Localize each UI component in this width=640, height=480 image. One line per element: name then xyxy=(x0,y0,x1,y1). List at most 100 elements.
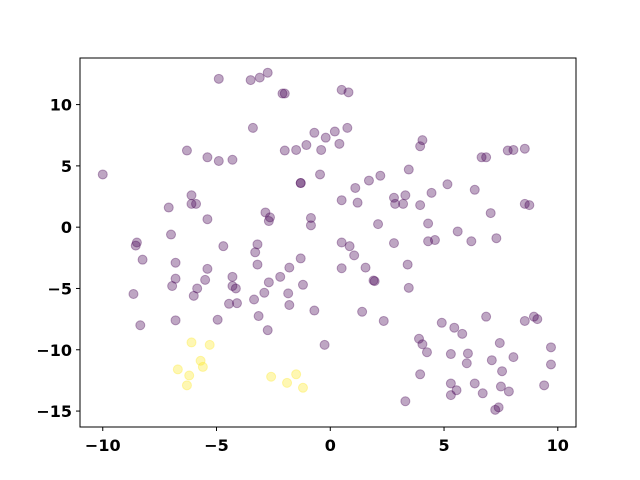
data-point xyxy=(403,164,414,175)
data-point xyxy=(245,75,256,86)
data-point xyxy=(519,143,530,154)
data-point xyxy=(202,263,213,274)
y-tick-label: −15 xyxy=(36,402,72,421)
data-point xyxy=(263,216,274,227)
data-point xyxy=(494,338,505,349)
data-point xyxy=(279,145,290,156)
data-point xyxy=(295,178,306,189)
data-point xyxy=(442,179,453,190)
data-point xyxy=(369,276,380,287)
data-point xyxy=(449,322,460,333)
data-point xyxy=(172,364,183,375)
data-point xyxy=(163,202,174,213)
data-point xyxy=(282,377,293,388)
data-point xyxy=(295,253,306,264)
data-point xyxy=(336,195,347,206)
data-point xyxy=(400,396,411,407)
x-tick-label: 10 xyxy=(547,436,569,455)
data-point xyxy=(461,358,472,369)
data-point xyxy=(212,314,223,325)
data-point xyxy=(423,218,434,229)
data-point xyxy=(309,127,320,138)
data-point xyxy=(503,386,514,397)
plot-frame xyxy=(79,57,577,428)
data-point xyxy=(539,380,550,391)
data-point xyxy=(528,311,539,322)
data-point xyxy=(373,219,384,230)
x-axis: −10 −5 0 5 10 xyxy=(85,427,569,455)
data-point xyxy=(131,237,142,248)
data-point xyxy=(284,262,295,273)
data-point xyxy=(414,333,425,344)
data-point xyxy=(188,290,199,301)
data-point xyxy=(388,192,399,203)
data-point xyxy=(250,247,261,258)
x-tick-label: 5 xyxy=(438,436,449,455)
y-axis: −15 −10 −5 0 5 10 xyxy=(36,96,80,421)
data-point xyxy=(469,378,480,389)
data-point xyxy=(197,361,208,372)
data-point xyxy=(181,380,192,391)
data-point xyxy=(252,239,263,250)
data-point xyxy=(213,73,224,84)
data-point xyxy=(497,366,508,377)
data-point xyxy=(390,198,401,209)
data-point xyxy=(436,317,447,328)
data-point xyxy=(297,279,308,290)
data-point xyxy=(519,198,530,209)
data-point xyxy=(247,122,258,133)
data-point xyxy=(279,88,290,99)
data-point xyxy=(213,155,224,166)
data-point xyxy=(135,320,146,331)
data-point xyxy=(166,229,177,240)
y-tick-label: −10 xyxy=(36,341,72,360)
data-point xyxy=(263,277,274,288)
data-point xyxy=(319,339,330,350)
data-point xyxy=(192,283,203,294)
data-point xyxy=(253,311,264,322)
data-point xyxy=(466,236,477,247)
data-point xyxy=(336,237,347,248)
data-point xyxy=(415,369,426,380)
data-point xyxy=(336,263,347,274)
data-point xyxy=(259,287,270,298)
data-point xyxy=(344,241,355,252)
data-point xyxy=(275,271,286,282)
data-point xyxy=(224,298,235,309)
data-point xyxy=(532,314,543,325)
data-point xyxy=(181,145,192,156)
data-point xyxy=(457,328,468,339)
y-tick-label: 5 xyxy=(61,157,72,176)
data-point xyxy=(481,152,492,163)
data-point xyxy=(445,390,456,401)
data-point xyxy=(170,257,181,268)
data-point xyxy=(170,273,181,284)
data-point xyxy=(451,385,462,396)
data-point xyxy=(186,337,197,348)
data-point xyxy=(519,315,530,326)
data-point xyxy=(309,305,320,316)
data-point xyxy=(508,352,519,363)
data-point xyxy=(352,197,363,208)
data-point xyxy=(477,388,488,399)
data-point xyxy=(423,236,434,247)
data-point xyxy=(230,283,241,294)
data-point xyxy=(97,169,108,180)
data-point xyxy=(495,381,506,392)
data-point xyxy=(452,226,463,237)
data-point xyxy=(502,145,513,156)
data-point xyxy=(249,294,260,305)
data-point xyxy=(334,138,345,149)
data-point xyxy=(481,311,492,322)
data-point xyxy=(227,154,238,165)
data-point xyxy=(260,207,271,218)
data-point xyxy=(378,315,389,326)
data-point xyxy=(445,349,456,360)
data-point xyxy=(403,282,414,293)
data-point xyxy=(130,240,141,251)
data-point xyxy=(417,135,428,146)
data-point xyxy=(200,274,211,285)
data-point xyxy=(195,355,206,366)
data-point xyxy=(421,347,432,358)
data-point xyxy=(137,254,148,265)
